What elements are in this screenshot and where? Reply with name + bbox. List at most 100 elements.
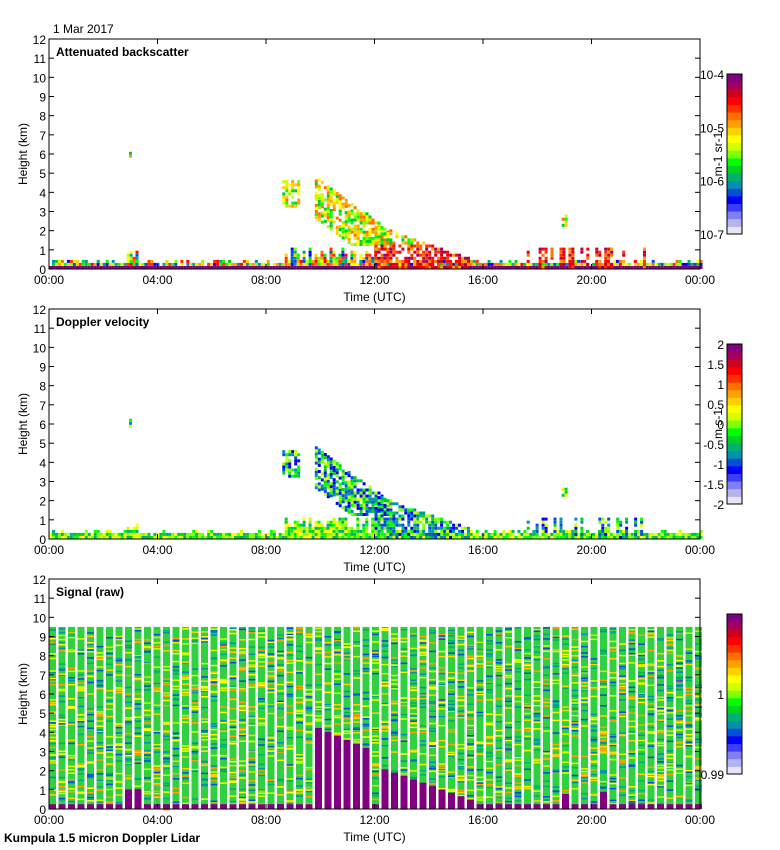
signal-noise [210, 767, 218, 769]
boundary-layer-cell [669, 266, 673, 269]
signal-noise [87, 752, 94, 754]
signal-noise [305, 696, 313, 698]
cloud-cell [392, 250, 396, 254]
cloud-cell [395, 520, 399, 524]
boundary-layer-cell [341, 266, 345, 269]
signal-noise [153, 768, 161, 770]
signal-noise [201, 636, 208, 638]
signal-noise [571, 703, 579, 705]
signal-noise [115, 746, 123, 748]
cloud-cell [389, 523, 393, 527]
boundary-layer-cell [332, 517, 336, 521]
signal-noise [134, 641, 142, 643]
cloud-cell [377, 514, 381, 518]
signal-noise [334, 631, 341, 634]
signal-noise [68, 723, 75, 726]
signal-noise [391, 662, 398, 664]
signal-noise [258, 763, 265, 766]
signal-noise [543, 752, 550, 754]
signal-noise [467, 687, 474, 689]
signal-noise [590, 730, 598, 732]
signal-noise [96, 681, 104, 684]
signal-noise [353, 728, 360, 730]
signal-strip [229, 626, 237, 809]
signal-noise [239, 798, 246, 800]
signal-noise [153, 633, 161, 636]
signal-noise [391, 665, 398, 668]
boundary-layer-cell [350, 536, 354, 539]
boundary-layer-cell [514, 266, 518, 269]
cloud-cell [377, 266, 381, 269]
boundary-layer-cell [228, 536, 231, 539]
boundary-layer-cell [326, 523, 330, 527]
signal-noise [410, 647, 417, 650]
signal-noise [305, 662, 313, 664]
signal-noise [77, 673, 85, 676]
signal-noise [486, 665, 493, 667]
cloud-cell [314, 203, 318, 207]
cloud-cell [452, 262, 456, 266]
signal-noise [296, 785, 303, 787]
signal-noise [49, 636, 56, 638]
cloud-cell [607, 256, 611, 260]
signal-noise [391, 688, 398, 690]
cloud-cell [455, 526, 459, 530]
signal-noise [429, 783, 436, 785]
y-tick-label: 12 [33, 303, 47, 317]
cloud-cell [356, 227, 360, 231]
signal-noise [49, 736, 56, 738]
cloud-cell [440, 536, 444, 539]
signal-noise [581, 640, 588, 643]
boundary-layer-cell [245, 536, 249, 539]
cloud-cell [374, 517, 378, 521]
signal-noise [571, 689, 579, 692]
signal-noise [286, 778, 294, 780]
signal-noise [391, 689, 398, 691]
cloud-cell [344, 474, 348, 478]
cloud-cell [291, 201, 295, 205]
signal-noise [334, 692, 341, 694]
cloud-cell [282, 201, 286, 205]
signal-noise [457, 638, 465, 640]
cloud-cell [452, 529, 456, 533]
boundary-layer-cell [612, 536, 616, 539]
cloud-cell [544, 526, 548, 530]
cloud-cell [368, 500, 372, 504]
cloud-cell [285, 189, 289, 193]
signal-noise [277, 693, 284, 695]
colorbar-label: m-1 sr-1 [711, 131, 725, 176]
cloud-cell [446, 266, 450, 269]
signal-noise [258, 744, 265, 746]
signal-noise [476, 796, 484, 798]
signal-cloud [391, 772, 398, 809]
boundary-layer-cell [547, 536, 551, 539]
signal-noise [68, 742, 75, 745]
signal-noise [267, 670, 275, 673]
signal-noise [191, 641, 199, 644]
signal-noise [467, 703, 474, 705]
signal-noise [68, 800, 75, 803]
signal-noise [239, 709, 246, 712]
cloud-cell [561, 487, 565, 491]
signal-noise [286, 662, 294, 664]
signal-noise [486, 682, 493, 684]
signal-noise [49, 740, 56, 742]
boundary-layer-cell [329, 262, 333, 266]
signal-noise [220, 711, 227, 714]
boundary-layer-cell [326, 259, 330, 263]
signal-noise [201, 637, 208, 639]
boundary-layer-cell [266, 266, 270, 269]
cloud-cell [377, 536, 381, 539]
cloud-cell [392, 244, 396, 248]
signal-noise [248, 771, 256, 773]
boundary-layer-cell [368, 536, 372, 539]
cloud-cell [440, 250, 444, 254]
signal-noise [68, 667, 75, 670]
cloud-cell [625, 529, 629, 533]
cloud-cell [541, 523, 545, 527]
cloud-cell [353, 236, 357, 240]
signal-noise [419, 652, 427, 654]
boundary-layer-cell [627, 532, 631, 536]
boundary-layer-cell [242, 532, 246, 536]
signal-noise [258, 792, 265, 794]
